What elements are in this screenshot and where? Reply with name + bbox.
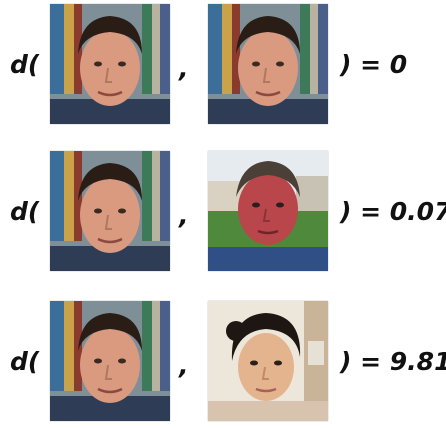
compared-face-photo <box>208 4 328 124</box>
comma-separator: , <box>179 351 189 381</box>
distance-open-label: d( <box>10 347 39 377</box>
reference-face-photo <box>50 151 170 271</box>
distance-open-label: d( <box>10 197 39 227</box>
comma-separator: , <box>179 54 189 84</box>
comma-separator: , <box>179 201 189 231</box>
distance-open-label: d( <box>10 50 39 80</box>
reference-face-photo <box>50 301 170 421</box>
comparison-row: d( , <box>0 147 446 277</box>
compared-face-photo <box>208 151 328 271</box>
distance-result-label: ) = 0.07 <box>340 197 446 227</box>
reference-face-photo <box>50 4 170 124</box>
distance-result-label: ) = 9.81 <box>340 347 446 377</box>
comparison-row: d( , <box>0 297 446 427</box>
distance-result-label: ) = 0 <box>340 50 407 80</box>
compared-face-photo <box>208 301 328 421</box>
comparison-row: d( , <box>0 0 446 130</box>
